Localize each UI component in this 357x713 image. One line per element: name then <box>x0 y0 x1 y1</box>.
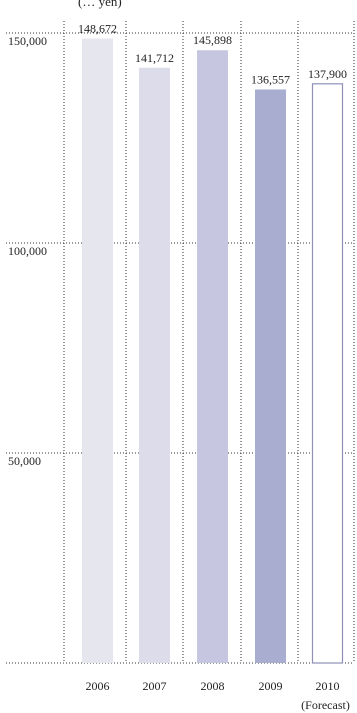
bar-2010 <box>311 83 344 664</box>
x-tick-label: 2007 <box>143 679 167 693</box>
x-tick-label: 2008 <box>201 679 225 693</box>
bar-2006 <box>82 38 113 664</box>
bar-2009 <box>255 89 286 664</box>
partial-caption: (… yen) <box>78 0 122 9</box>
x-tick-label: 2010 <box>316 679 340 693</box>
bar-value-label: 148,672 <box>78 22 117 36</box>
grid-layer <box>6 21 355 664</box>
y-tick-label: 100,000 <box>8 244 47 258</box>
labels-layer: 50,000 100,000 150,000 148,672 2006 141,712 20… <box>8 22 350 712</box>
x-tick-label: 2006 <box>86 679 110 693</box>
x-tick-sublabel: (Forecast) <box>301 698 350 712</box>
bars-layer <box>82 38 344 664</box>
bar-value-label: 141,712 <box>135 51 174 65</box>
bar-value-label: 137,900 <box>308 67 347 81</box>
bar-value-label: 136,557 <box>251 72 290 86</box>
bar-2008 <box>197 50 228 664</box>
y-tick-label: 50,000 <box>8 454 41 468</box>
bar-2007 <box>139 67 170 664</box>
x-tick-label: 2009 <box>259 679 283 693</box>
y-tick-label: 150,000 <box>8 34 47 48</box>
bar-value-label: 145,898 <box>193 33 232 47</box>
